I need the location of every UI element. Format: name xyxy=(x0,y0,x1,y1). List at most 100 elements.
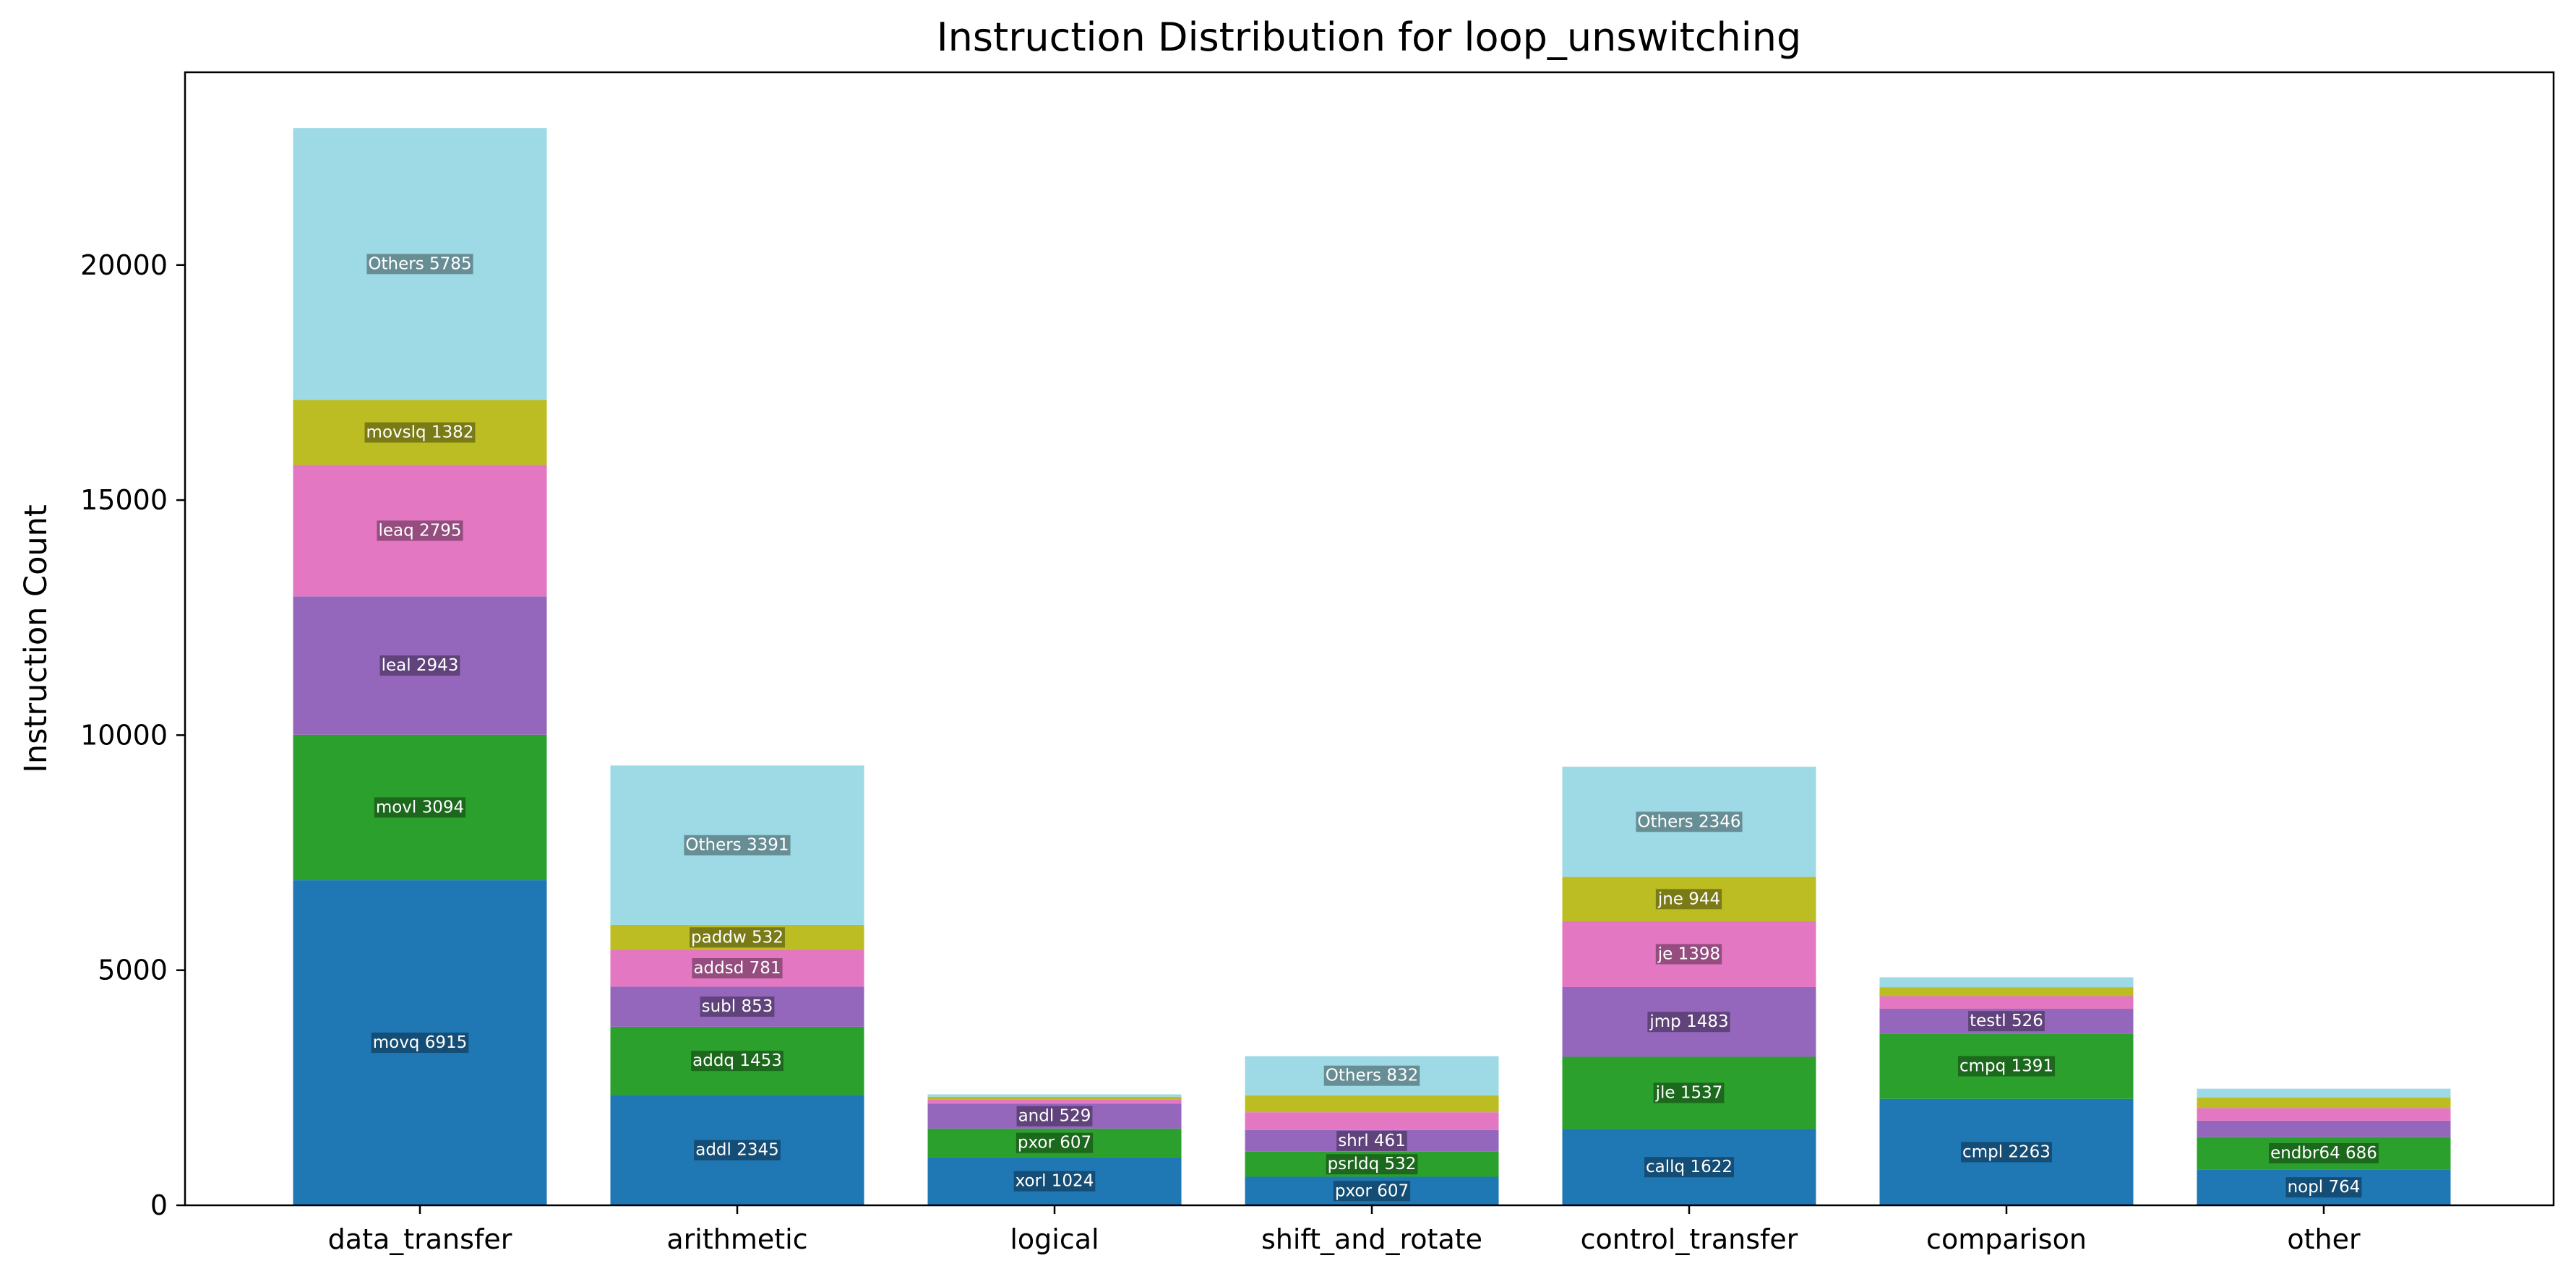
bar-segment xyxy=(927,1103,1182,1129)
x-tick-label: logical xyxy=(1010,1223,1099,1255)
y-tick-label: 20000 xyxy=(80,249,168,281)
segment-label: addsd 781 xyxy=(692,957,783,978)
bar-segment xyxy=(293,400,547,465)
bar-segment xyxy=(1245,1176,1499,1205)
segment-label-background xyxy=(684,835,791,856)
bar-segment xyxy=(1245,1151,1499,1177)
segment-label-text: jle 1537 xyxy=(1655,1083,1723,1102)
segment-label-background xyxy=(691,1051,783,1072)
segment-label-text: cmpl 2263 xyxy=(1962,1142,2051,1161)
bar-segment xyxy=(1879,996,2134,1009)
segment-label: testl 526 xyxy=(1968,1011,2045,1032)
bar-segment xyxy=(2197,1120,2451,1137)
segment-label-background xyxy=(690,927,785,948)
x-tick-label: data_transfer xyxy=(328,1223,512,1255)
bar-segment xyxy=(927,1099,1182,1104)
segment-label: leaq 2795 xyxy=(377,520,463,541)
segment-label-text: psrldq 532 xyxy=(1328,1155,1417,1174)
y-tick-label: 15000 xyxy=(80,484,168,516)
segment-label-text: endbr64 686 xyxy=(2270,1144,2377,1163)
segment-label: movslq 1382 xyxy=(364,422,476,443)
segment-label-text: jne 944 xyxy=(1657,890,1720,908)
segment-label: movl 3094 xyxy=(374,797,466,818)
bar-segment xyxy=(2197,1137,2451,1170)
bar-segment xyxy=(2197,1169,2451,1205)
segment-label-text: jmp 1483 xyxy=(1649,1012,1728,1031)
segment-label-background xyxy=(1323,1065,1420,1086)
bar-segment xyxy=(610,924,864,950)
segment-label-background xyxy=(2285,1177,2362,1198)
bar-segment xyxy=(1562,986,1816,1057)
segment-label-text: addsd 781 xyxy=(693,959,781,978)
segment-label: xorl 1024 xyxy=(1013,1171,1096,1192)
segment-label-text: movq 6915 xyxy=(373,1033,468,1052)
segment-label-background xyxy=(371,1033,469,1054)
segment-label-text: Others 2346 xyxy=(1637,812,1740,831)
segment-label-background xyxy=(1655,889,1722,910)
segment-label-text: shrl 461 xyxy=(1338,1132,1406,1150)
x-tick-label: shift_and_rotate xyxy=(1261,1223,1482,1255)
x-tick-label: arithmetic xyxy=(666,1223,807,1255)
segment-label-text: paddw 532 xyxy=(691,928,783,947)
bar-segment xyxy=(610,765,864,925)
bar-segment xyxy=(1245,1095,1499,1113)
segment-label: leal 2943 xyxy=(379,655,460,676)
segment-label-background xyxy=(700,996,775,1017)
bar-segment xyxy=(293,734,547,881)
segment-label-background xyxy=(692,957,783,978)
segment-label-text: andl 529 xyxy=(1018,1107,1091,1126)
segment-label-text: je 1398 xyxy=(1657,945,1720,964)
segment-label-background xyxy=(1961,1142,2052,1163)
segment-label: je 1398 xyxy=(1655,944,1722,965)
bar-segment xyxy=(2197,1098,2451,1108)
segment-label-text: pxor 607 xyxy=(1335,1181,1409,1200)
segment-label-text: Others 3391 xyxy=(685,836,789,855)
segment-label-background xyxy=(1968,1011,2045,1032)
segment-label-background xyxy=(379,655,460,676)
y-tick-label: 5000 xyxy=(98,955,168,986)
bar-segment xyxy=(2197,1088,2451,1098)
segment-label: Others 3391 xyxy=(684,835,791,856)
bar-segment xyxy=(1562,921,1816,987)
segment-label-text: nopl 764 xyxy=(2288,1178,2361,1197)
segment-label-background xyxy=(364,422,476,443)
bar-segment xyxy=(1562,877,1816,922)
bar-segment xyxy=(1245,1056,1499,1095)
x-tick-label: comparison xyxy=(1926,1223,2087,1255)
segment-label-background xyxy=(1333,1181,1411,1202)
bar-segment xyxy=(293,596,547,735)
segment-label: Others 2346 xyxy=(1636,811,1743,832)
segment-label: callq 1622 xyxy=(1644,1157,1734,1178)
segment-label: addq 1453 xyxy=(691,1051,783,1072)
segment-label: andl 529 xyxy=(1016,1106,1093,1127)
y-tick-label: 10000 xyxy=(80,719,168,751)
x-tick-label: other xyxy=(2287,1223,2361,1255)
bar-segment xyxy=(293,465,547,597)
bar-segment xyxy=(610,1026,864,1095)
segment-label-background xyxy=(694,1140,781,1160)
x-axis-ticks: data_transfer arithmetic logical shift_and_… xyxy=(328,1205,2361,1255)
segment-label: addl 2345 xyxy=(694,1140,781,1160)
segment-label-text: movl 3094 xyxy=(376,798,464,817)
bar-segment xyxy=(1879,987,2134,996)
chart-title: Instruction Distribution for loop_unswit… xyxy=(937,14,1802,60)
y-tick-label: 0 xyxy=(150,1189,168,1221)
bar-segment xyxy=(610,949,864,987)
segment-label: cmpq 1391 xyxy=(1957,1056,2056,1077)
segment-labels-layer: movq 6915 movl 3094 leal 2943 leaq 2795 movs… xyxy=(364,254,2379,1202)
segment-label-background xyxy=(1957,1056,2056,1077)
bar-segment xyxy=(293,880,547,1205)
segment-label-text: Others 5785 xyxy=(368,254,471,273)
bar-segment xyxy=(610,986,864,1027)
bar-segment xyxy=(1879,977,2134,988)
segment-label: movq 6915 xyxy=(371,1033,469,1054)
segment-label: endbr64 686 xyxy=(2269,1142,2379,1163)
segment-label: Others 832 xyxy=(1323,1065,1420,1086)
segment-label-background xyxy=(1016,1106,1093,1127)
plot-area xyxy=(185,72,2554,1205)
bar-segment xyxy=(1879,1033,2134,1099)
segment-label-background xyxy=(2269,1142,2379,1163)
segment-label-text: callq 1622 xyxy=(1646,1158,1733,1176)
